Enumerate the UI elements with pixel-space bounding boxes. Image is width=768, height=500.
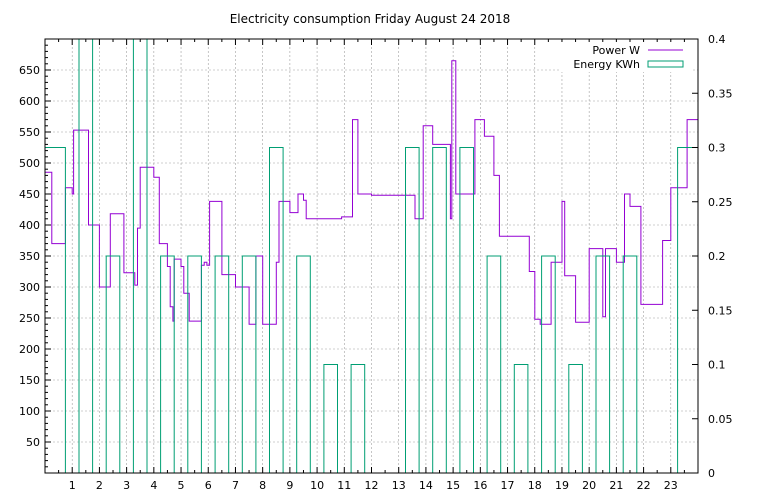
x-tick-label: 18 bbox=[528, 479, 542, 492]
x-tick-label: 15 bbox=[446, 479, 460, 492]
y-tick-label: 200 bbox=[19, 343, 40, 356]
x-tick-label: 12 bbox=[365, 479, 379, 492]
y2-tick-label: 0.4 bbox=[708, 33, 726, 46]
grid-lines bbox=[45, 39, 698, 473]
y-tick-label: 50 bbox=[26, 436, 40, 449]
y-tick-label: 450 bbox=[19, 188, 40, 201]
x-tick-label: 14 bbox=[419, 479, 433, 492]
y2-tick-label: 0.1 bbox=[708, 359, 726, 372]
y2-tick-label: 0.35 bbox=[708, 87, 733, 100]
y2-tick-label: 0.2 bbox=[708, 250, 726, 263]
x-tick-label: 21 bbox=[609, 479, 623, 492]
axes: 1 2 3 4 5 6 7 8 9 10 11 12 13 14 15 16 17 18 19 20 21 22 23501… bbox=[19, 33, 733, 492]
x-tick-label: 5 bbox=[178, 479, 185, 492]
chart-title: Electricity consumption Friday August 24… bbox=[230, 12, 511, 26]
x-tick-label: 1 bbox=[69, 479, 76, 492]
y2-tick-label: 0.05 bbox=[708, 413, 733, 426]
y-tick-label: 100 bbox=[19, 405, 40, 418]
x-tick-label: 10 bbox=[310, 479, 324, 492]
x-tick-label: 16 bbox=[473, 479, 487, 492]
x-tick-label: 4 bbox=[150, 479, 157, 492]
y-tick-label: 650 bbox=[19, 64, 40, 77]
y-tick-label: 600 bbox=[19, 95, 40, 108]
x-tick-label: 8 bbox=[259, 479, 266, 492]
y2-tick-label: 0.3 bbox=[708, 142, 726, 155]
y-tick-label: 500 bbox=[19, 157, 40, 170]
y-tick-label: 300 bbox=[19, 281, 40, 294]
x-tick-label: 19 bbox=[555, 479, 569, 492]
y2-tick-label: 0.25 bbox=[708, 196, 733, 209]
y-tick-label: 350 bbox=[19, 250, 40, 263]
y-tick-label: 150 bbox=[19, 374, 40, 387]
x-tick-label: 2 bbox=[96, 479, 103, 492]
x-tick-label: 23 bbox=[664, 479, 678, 492]
legend-label-power: Power W bbox=[592, 44, 640, 57]
y2-tick-label: 0 bbox=[708, 467, 715, 480]
x-tick-label: 17 bbox=[501, 479, 515, 492]
y-tick-label: 250 bbox=[19, 312, 40, 325]
y2-tick-label: 0.15 bbox=[708, 304, 733, 317]
legend-label-energy: Energy KWh bbox=[573, 58, 640, 71]
x-tick-label: 9 bbox=[286, 479, 293, 492]
power-series-line bbox=[45, 60, 699, 325]
x-tick-label: 22 bbox=[637, 479, 651, 492]
x-tick-label: 20 bbox=[582, 479, 596, 492]
legend-swatch-energy bbox=[647, 60, 684, 68]
x-tick-label: 3 bbox=[123, 479, 130, 492]
x-tick-label: 11 bbox=[337, 479, 351, 492]
legend: Power W Energy KWh bbox=[560, 42, 692, 72]
y-tick-label: 550 bbox=[19, 126, 40, 139]
x-tick-label: 7 bbox=[232, 479, 239, 492]
x-tick-label: 6 bbox=[205, 479, 212, 492]
y-tick-label: 400 bbox=[19, 219, 40, 232]
x-tick-label: 13 bbox=[392, 479, 406, 492]
